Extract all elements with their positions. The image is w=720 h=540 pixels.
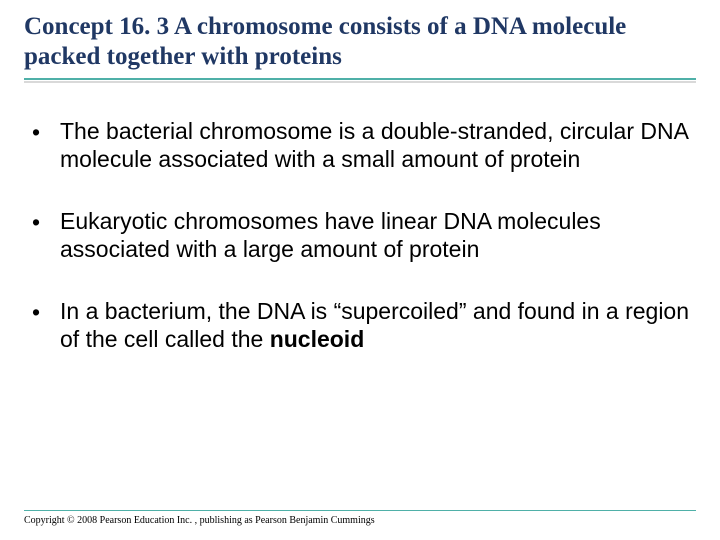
- list-item: • The bacterial chromosome is a double-s…: [32, 117, 696, 173]
- copyright-text: Copyright © 2008 Pearson Education Inc. …: [24, 515, 696, 526]
- bullet-marker: •: [32, 207, 60, 236]
- list-item: • Eukaryotic chromosomes have linear DNA…: [32, 207, 696, 263]
- slide-title: Concept 16. 3 A chromosome consists of a…: [24, 12, 696, 72]
- footer-rule: [24, 510, 696, 511]
- title-underline-shadow: [24, 81, 696, 83]
- title-underline: [24, 78, 696, 80]
- slide: Concept 16. 3 A chromosome consists of a…: [0, 0, 720, 540]
- bullet-marker: •: [32, 297, 60, 326]
- bullet-text: The bacterial chromosome is a double-str…: [60, 117, 696, 173]
- slide-footer: Copyright © 2008 Pearson Education Inc. …: [24, 510, 696, 526]
- bullet-list: • The bacterial chromosome is a double-s…: [24, 117, 696, 353]
- bullet-text: Eukaryotic chromosomes have linear DNA m…: [60, 207, 696, 263]
- bullet-text: In a bacterium, the DNA is “supercoiled”…: [60, 297, 696, 353]
- list-item: • In a bacterium, the DNA is “supercoile…: [32, 297, 696, 353]
- bullet-marker: •: [32, 117, 60, 146]
